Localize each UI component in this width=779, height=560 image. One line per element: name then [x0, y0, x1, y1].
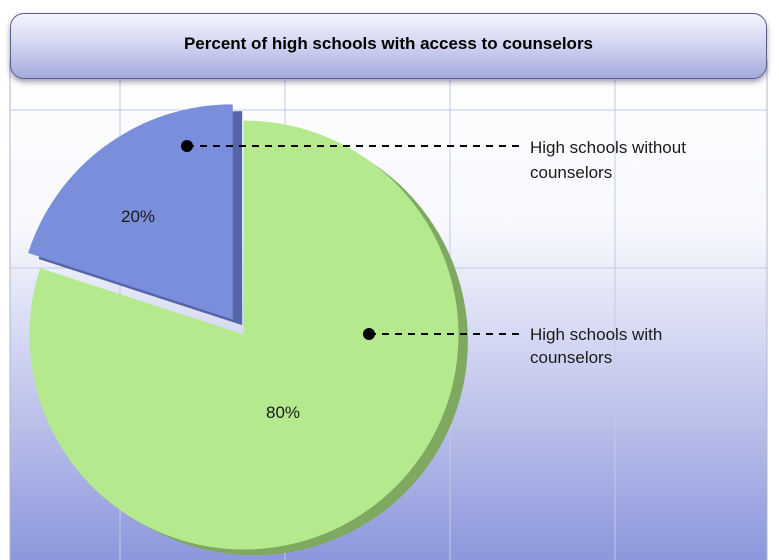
pie-slice-1: [28, 104, 233, 320]
pie-slice-0: [29, 120, 459, 550]
value-label-1: 20%: [121, 207, 155, 226]
title-bar: Percent of high schools with access to c…: [10, 13, 767, 79]
slice-label-line: counselors: [530, 163, 612, 182]
slice-label-line: counselors: [530, 348, 612, 367]
slice-label-0: High schools with counselors: [530, 325, 662, 367]
slice-label-line: High schools with: [530, 325, 662, 344]
chart-title: Percent of high schools with access to c…: [183, 34, 594, 53]
slice-label-line: High schools without: [530, 138, 686, 157]
slice-label-1: High schools without counselors: [530, 138, 686, 182]
value-label-0: 80%: [266, 403, 300, 422]
